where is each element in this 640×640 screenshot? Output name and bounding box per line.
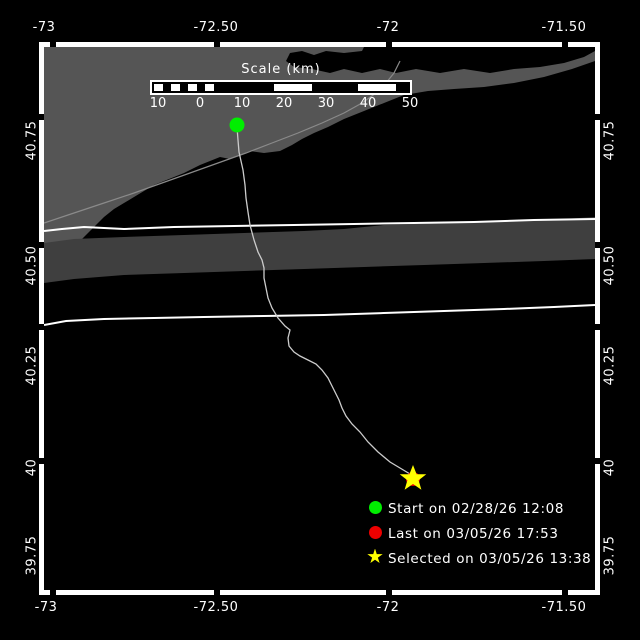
frame-bottom-seg-4 <box>568 590 595 595</box>
x-axis-tick-bottom-3: -71.50 <box>541 600 587 615</box>
frame-right-seg-3 <box>595 330 600 458</box>
frame-bottom-seg-1 <box>56 590 214 595</box>
frame-left-seg-4 <box>39 464 44 595</box>
scale-tick-3: 20 <box>275 96 293 111</box>
x-axis-tick-top-1: -72.50 <box>193 20 239 35</box>
scale-seg-0 <box>154 84 163 91</box>
frame-left-seg-1 <box>39 120 44 242</box>
scale-tick-2: 10 <box>233 96 251 111</box>
frame-left-seg-2 <box>39 248 44 324</box>
y-axis-tick-right-1: 40.50 <box>602 245 618 286</box>
legend-label-start: Start on 02/28/26 12:08 <box>388 500 565 517</box>
scale-tick-0: 10 <box>149 96 167 111</box>
x-axis-tick-top-3: -71.50 <box>541 20 587 35</box>
scale-bar <box>150 80 412 95</box>
frame-left-seg-0 <box>39 42 44 114</box>
scale-seg-4 <box>274 84 312 91</box>
scale-bar-title: Scale (km) <box>241 62 321 77</box>
frame-top-seg-4 <box>568 42 595 47</box>
y-axis-tick-right-4: 39.75 <box>602 535 618 576</box>
y-axis-tick-left-0: 40.75 <box>24 120 40 161</box>
frame-bottom-seg-3 <box>392 590 562 595</box>
red-circle-icon <box>362 524 388 543</box>
scale-bar-ticks: 10 0 10 20 30 40 50 <box>149 96 419 114</box>
landmass-shape <box>44 47 595 265</box>
map-graphics <box>44 47 595 490</box>
scale-seg-1 <box>171 84 180 91</box>
y-axis-tick-left-1: 40.50 <box>24 245 40 286</box>
x-axis-tick-bottom-0: -73 <box>34 600 58 615</box>
frame-top-seg-2 <box>220 42 386 47</box>
scale-tick-5: 40 <box>359 96 377 111</box>
contour-line-upper <box>44 218 595 232</box>
legend-item-last: Last on 03/05/26 17:53 <box>362 521 591 546</box>
scale-seg-2 <box>188 84 197 91</box>
yellow-star-icon <box>362 548 388 569</box>
scale-tick-6: 50 <box>401 96 419 111</box>
frame-top-seg-0 <box>44 42 50 47</box>
frame-left-seg-3 <box>39 330 44 458</box>
scale-seg-5 <box>358 84 396 91</box>
start-position-marker[interactable] <box>229 117 245 133</box>
x-axis-tick-top-0: -73 <box>32 20 56 35</box>
frame-top-seg-1 <box>56 42 214 47</box>
selected-position-marker[interactable] <box>399 465 427 490</box>
scale-tick-4: 30 <box>317 96 335 111</box>
map-legend: Start on 02/28/26 12:08 Last on 03/05/26… <box>362 496 591 571</box>
y-axis-tick-right-3: 40 <box>602 458 618 477</box>
legend-label-selected: Selected on 03/05/26 13:38 <box>388 550 592 567</box>
frame-bottom-seg-0 <box>44 590 50 595</box>
frame-right-seg-2 <box>595 248 600 324</box>
legend-item-start: Start on 02/28/26 12:08 <box>362 496 591 521</box>
x-axis-tick-top-2: -72 <box>376 20 400 35</box>
green-circle-icon <box>362 499 388 518</box>
bathymetry-band <box>44 217 595 283</box>
scale-bar-group: Scale (km) 10 0 10 20 30 40 50 <box>149 62 419 114</box>
frame-right-seg-4 <box>595 464 600 595</box>
frame-right-seg-0 <box>595 42 600 114</box>
y-axis-tick-right-0: 40.75 <box>602 120 618 161</box>
frame-bottom-seg-2 <box>220 590 386 595</box>
y-axis-tick-left-3: 40 <box>24 458 40 477</box>
drifter-track <box>236 126 414 478</box>
contour-line-lower <box>44 304 595 326</box>
frame-top-seg-3 <box>392 42 562 47</box>
y-axis-tick-left-4: 39.75 <box>24 535 40 576</box>
x-axis-tick-bottom-1: -72.50 <box>193 600 239 615</box>
scale-tick-1: 0 <box>195 96 205 111</box>
legend-label-last: Last on 03/05/26 17:53 <box>388 525 559 542</box>
map-plot-area[interactable]: Scale (km) 10 0 10 20 30 40 50 <box>44 47 595 595</box>
x-axis-tick-bottom-2: -72 <box>376 600 400 615</box>
frame-right-seg-1 <box>595 120 600 242</box>
y-axis-tick-right-2: 40.25 <box>602 345 618 386</box>
y-axis-tick-left-2: 40.25 <box>24 345 40 386</box>
legend-item-selected: Selected on 03/05/26 13:38 <box>362 546 591 571</box>
scale-seg-3 <box>205 84 214 91</box>
